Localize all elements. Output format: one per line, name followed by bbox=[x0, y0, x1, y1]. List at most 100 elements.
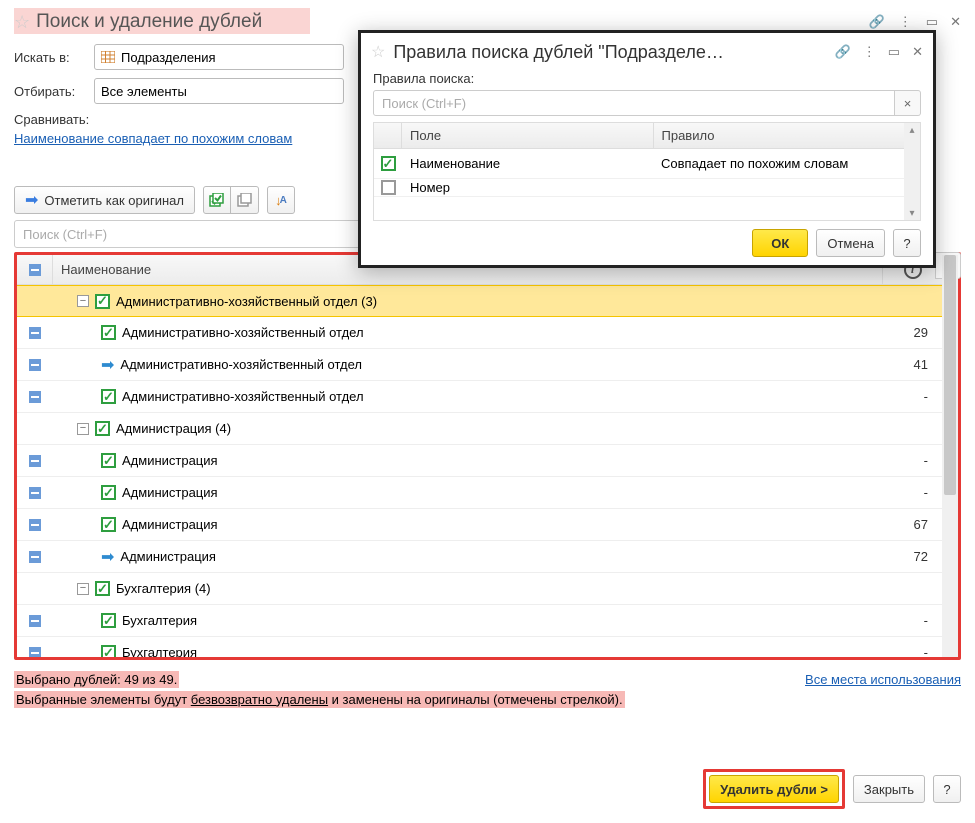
modal-search-input[interactable] bbox=[373, 90, 895, 116]
modal-more-icon[interactable]: ⋮ bbox=[863, 44, 876, 60]
modal-link-icon[interactable]: 🔗 bbox=[835, 44, 851, 60]
arrow-right-icon: ➡ bbox=[25, 190, 38, 210]
check-icon[interactable]: ✓ bbox=[101, 389, 116, 404]
tree-row-label: Администрация bbox=[122, 453, 218, 468]
modal-col-rule[interactable]: Правило bbox=[654, 123, 905, 148]
modal-cancel-button[interactable]: Отмена bbox=[816, 229, 885, 257]
tree-row[interactable]: ➡Административно-хозяйственный отдел41 bbox=[17, 349, 942, 381]
collapse-icon[interactable]: − bbox=[77, 295, 89, 307]
modal-rule-row[interactable]: Номер bbox=[374, 179, 904, 197]
favorite-star-icon[interactable]: ☆ bbox=[14, 12, 30, 33]
mark-original-label: Отметить как оригинал bbox=[44, 193, 184, 208]
check-icon[interactable]: ✓ bbox=[381, 156, 396, 171]
check-icon[interactable]: ✓ bbox=[101, 453, 116, 468]
tree-row[interactable]: ✓ Административно-хозяйственный отдел - bbox=[17, 381, 942, 413]
check-icon[interactable]: ✓ bbox=[101, 645, 116, 657]
collapse-icon[interactable]: − bbox=[77, 583, 89, 595]
delete-duplicates-button[interactable]: Удалить дубли > bbox=[709, 775, 839, 803]
mark-original-button[interactable]: ➡ Отметить как оригинал bbox=[14, 186, 195, 214]
selected-count-text: Выбрано дублей: 49 из 49. bbox=[14, 671, 179, 688]
check-icon[interactable]: ✓ bbox=[101, 325, 116, 340]
tree-row-label: Администрация (4) bbox=[116, 421, 231, 436]
check-icon[interactable]: ✓ bbox=[101, 485, 116, 500]
tree-row-value: - bbox=[882, 389, 942, 404]
row-minus-icon[interactable] bbox=[29, 327, 41, 339]
check-icon[interactable]: ✓ bbox=[95, 581, 110, 596]
arrow-right-icon[interactable]: ➡ bbox=[101, 355, 114, 375]
tree-row-label: Административно-хозяйственный отдел bbox=[122, 389, 364, 404]
close-icon[interactable]: ✕ bbox=[950, 14, 961, 30]
row-minus-icon[interactable] bbox=[29, 391, 41, 403]
page-title: Поиск и удаление дублей bbox=[36, 11, 262, 33]
modal-scrollbar[interactable]: ▴▾ bbox=[904, 123, 920, 220]
empty-check-icon[interactable] bbox=[381, 180, 396, 195]
tree-row-label: Бухгалтерия (4) bbox=[116, 581, 211, 596]
check-all-button[interactable] bbox=[203, 186, 231, 214]
more-icon[interactable]: ⋮ bbox=[899, 14, 912, 30]
filter-input[interactable]: Все элементы bbox=[94, 78, 344, 104]
tree-row-value: 29 bbox=[882, 325, 942, 340]
tree-row[interactable]: −✓ Бухгалтерия (4) bbox=[17, 573, 942, 605]
check-icon[interactable]: ✓ bbox=[95, 421, 110, 436]
tree-scrollbar[interactable] bbox=[942, 255, 958, 657]
row-minus-icon[interactable] bbox=[29, 359, 41, 371]
row-minus-icon[interactable] bbox=[29, 519, 41, 531]
modal-search-clear[interactable]: × bbox=[895, 90, 921, 116]
modal-close-icon[interactable]: ✕ bbox=[912, 44, 923, 60]
tree-row[interactable]: −✓ Администрация (4) bbox=[17, 413, 942, 445]
irreversible-link[interactable]: безвозвратно удалены bbox=[191, 692, 328, 707]
row-minus-icon[interactable] bbox=[29, 487, 41, 499]
tree-row-value: 72 bbox=[882, 549, 942, 564]
tree-row[interactable]: ✓Администрация- bbox=[17, 477, 942, 509]
help-button[interactable]: ? bbox=[933, 775, 961, 803]
tree-row-value: - bbox=[882, 453, 942, 468]
search-in-value: Подразделения bbox=[121, 50, 216, 65]
tree-row-label: Администрация bbox=[122, 517, 218, 532]
tree-row[interactable]: ✓Бухгалтерия- bbox=[17, 637, 942, 657]
minimize-icon[interactable]: ▭ bbox=[926, 14, 936, 30]
row-minus-icon[interactable] bbox=[29, 615, 41, 627]
modal-favorite-icon[interactable]: ☆ bbox=[371, 42, 385, 62]
tree-row-label: Административно-хозяйственный отдел (3) bbox=[116, 294, 377, 309]
warning-text: Выбранные элементы будут безвозвратно уд… bbox=[14, 691, 625, 708]
sort-button[interactable]: ↓A bbox=[267, 186, 295, 214]
tree-row-label: Администрация bbox=[122, 485, 218, 500]
row-minus-icon[interactable] bbox=[29, 455, 41, 467]
tree-row-label: Бухгалтерия bbox=[122, 613, 197, 628]
filter-value: Все элементы bbox=[101, 84, 187, 99]
rules-modal: ☆ Правила поиска дублей "Подразделе… 🔗 ⋮… bbox=[358, 30, 936, 268]
tree-row-label: Администрация bbox=[120, 549, 216, 564]
tree-row[interactable]: ✓ Административно-хозяйственный отдел 29 bbox=[17, 317, 942, 349]
modal-rules-table: Поле Правило ✓НаименованиеСовпадает по п… bbox=[374, 123, 904, 220]
arrow-right-icon[interactable]: ➡ bbox=[101, 547, 114, 567]
modal-window-icon[interactable]: ▭ bbox=[888, 44, 900, 60]
usage-link[interactable]: Все места использования bbox=[805, 670, 961, 690]
collapse-all-icon[interactable] bbox=[29, 264, 41, 276]
row-minus-icon[interactable] bbox=[29, 647, 41, 658]
tree-row-value: 67 bbox=[882, 517, 942, 532]
rule-value: Совпадает по похожим словам bbox=[653, 156, 904, 171]
modal-rule-row[interactable]: ✓НаименованиеСовпадает по похожим словам bbox=[374, 149, 904, 179]
tree-row[interactable]: ✓ Администрация - bbox=[17, 445, 942, 477]
row-minus-icon[interactable] bbox=[29, 551, 41, 563]
search-in-input[interactable]: Подразделения bbox=[94, 44, 344, 70]
check-icon[interactable]: ✓ bbox=[101, 517, 116, 532]
compare-rules-link[interactable]: Наименование совпадает по похожим словам bbox=[14, 131, 292, 146]
modal-help-button[interactable]: ? bbox=[893, 229, 921, 257]
check-icon[interactable]: ✓ bbox=[95, 294, 110, 309]
modal-col-field[interactable]: Поле bbox=[402, 123, 654, 148]
tree-row-label: Административно-хозяйственный отдел bbox=[122, 325, 364, 340]
modal-rules-label: Правила поиска: bbox=[373, 71, 921, 86]
link-icon[interactable]: 🔗 bbox=[869, 14, 885, 30]
uncheck-all-button[interactable] bbox=[231, 186, 259, 214]
tree-row[interactable]: ✓ Администрация 67 bbox=[17, 509, 942, 541]
modal-ok-button[interactable]: ОК bbox=[752, 229, 808, 257]
collapse-icon[interactable]: − bbox=[77, 423, 89, 435]
close-button[interactable]: Закрыть bbox=[853, 775, 925, 803]
tree-row[interactable]: ✓Бухгалтерия- bbox=[17, 605, 942, 637]
check-icon[interactable]: ✓ bbox=[101, 613, 116, 628]
rule-field: Номер bbox=[402, 180, 653, 195]
tree-row[interactable]: ➡ Администрация 72 bbox=[17, 541, 942, 573]
search-in-label: Искать в: bbox=[14, 50, 94, 65]
tree-row[interactable]: −✓ Административно-хозяйственный отдел (3… bbox=[17, 285, 942, 317]
